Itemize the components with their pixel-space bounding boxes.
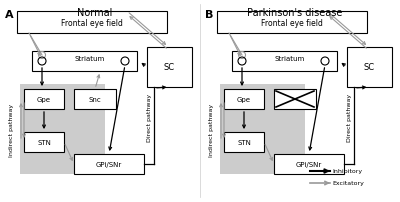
Bar — [224, 89, 264, 109]
Text: Gpe: Gpe — [37, 97, 51, 102]
Bar — [20, 85, 105, 174]
Text: GPi/SNr: GPi/SNr — [96, 161, 122, 167]
Text: Indirect pathway: Indirect pathway — [210, 103, 214, 156]
Text: A: A — [5, 10, 14, 20]
Bar — [17, 12, 167, 34]
Text: GPi/SNr: GPi/SNr — [296, 161, 322, 167]
Bar — [74, 89, 116, 109]
Text: Frontal eye field: Frontal eye field — [261, 18, 323, 27]
Bar — [74, 154, 144, 174]
Bar — [232, 52, 337, 72]
Bar — [220, 85, 305, 174]
Text: SC: SC — [364, 63, 375, 72]
Bar — [24, 89, 64, 109]
Text: Striatum: Striatum — [274, 56, 305, 62]
Text: STN: STN — [237, 139, 251, 145]
Text: Inhibitory: Inhibitory — [332, 169, 362, 174]
Bar — [147, 48, 192, 87]
Bar — [32, 52, 137, 72]
Bar — [224, 132, 264, 152]
Bar — [347, 48, 392, 87]
Bar — [274, 89, 316, 109]
Text: Parkinson's disease: Parkinson's disease — [247, 8, 343, 18]
Text: Gpe: Gpe — [237, 97, 251, 102]
Text: Indirect pathway: Indirect pathway — [10, 103, 14, 156]
Text: Striatum: Striatum — [74, 56, 105, 62]
Bar — [24, 132, 64, 152]
Bar — [217, 12, 367, 34]
Text: Direct pathway: Direct pathway — [148, 94, 152, 141]
Bar — [274, 154, 344, 174]
Text: Snc: Snc — [89, 97, 101, 102]
Text: Excitatory: Excitatory — [332, 181, 364, 186]
Text: STN: STN — [37, 139, 51, 145]
Text: Direct pathway: Direct pathway — [348, 94, 352, 141]
Text: Frontal eye field: Frontal eye field — [61, 18, 123, 27]
Text: SC: SC — [164, 63, 175, 72]
Text: B: B — [205, 10, 213, 20]
Text: Normal: Normal — [77, 8, 113, 18]
